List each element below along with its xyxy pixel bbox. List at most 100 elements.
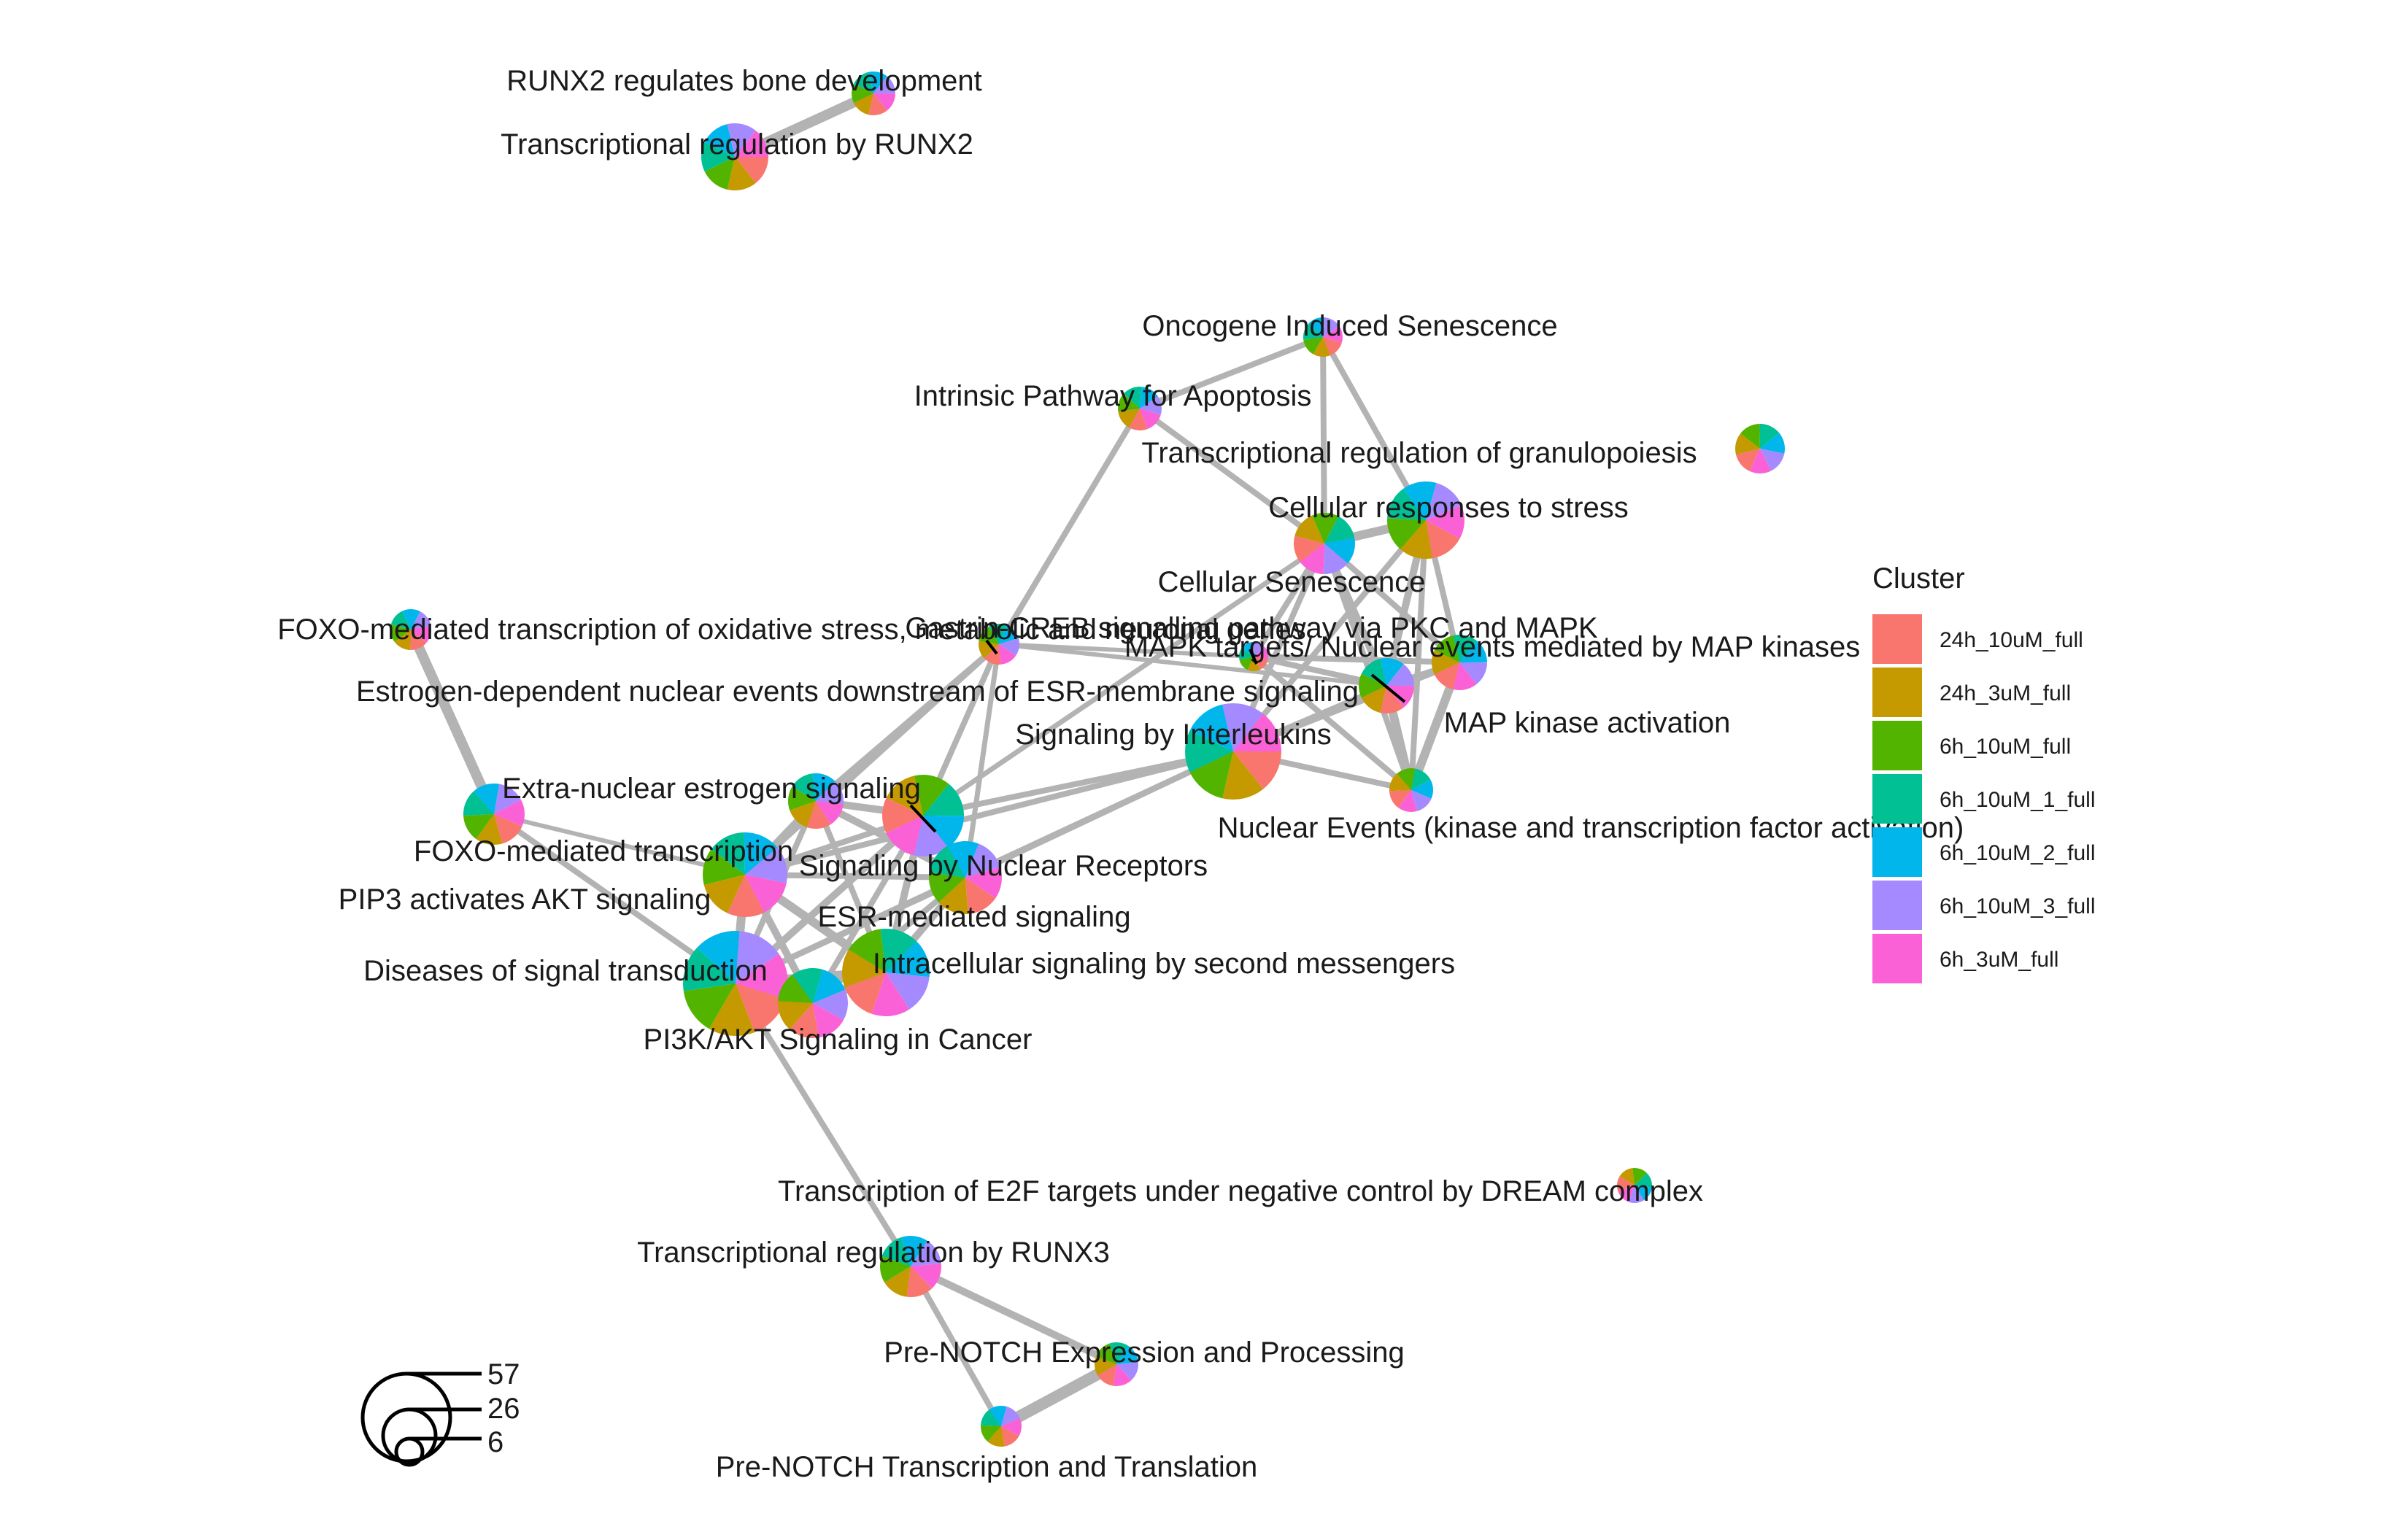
node-intrinsic[interactable] <box>1117 387 1162 430</box>
pie-slice <box>709 983 755 1036</box>
node-esr[interactable] <box>929 841 1002 914</box>
pie-slice <box>1185 730 1233 773</box>
pie-slice <box>881 1237 911 1266</box>
pie-slice <box>1426 520 1460 559</box>
pie-slice <box>1118 409 1140 428</box>
edge-cell_stress-interleukins <box>1230 517 1429 754</box>
pie-slice <box>736 983 786 1033</box>
node-label-intrinsic: Intrinsic Pathway for Apoptosis <box>914 380 1312 412</box>
pie-slice <box>1128 409 1148 430</box>
pie-slice <box>394 630 411 650</box>
edge-creb-map_kin_act <box>997 642 1389 688</box>
pie-slice <box>792 968 823 1003</box>
node-pip3[interactable] <box>703 832 787 917</box>
pie-slice <box>1760 449 1785 471</box>
pie-slice <box>1635 1172 1653 1188</box>
pie-slice <box>1380 686 1404 713</box>
pie-slice <box>1759 424 1780 449</box>
node-notch_tr[interactable] <box>981 1406 1022 1447</box>
node-map_kin_act[interactable] <box>1359 658 1415 713</box>
legend-label: 24h_10uM_full <box>1940 628 2083 652</box>
pie-slice <box>816 781 844 804</box>
pie-slice <box>494 784 521 814</box>
pie-slice <box>979 641 999 658</box>
node-notch_exp[interactable] <box>1094 1342 1138 1386</box>
pie-slice <box>1247 657 1261 671</box>
pie-slice <box>1254 647 1268 659</box>
node-foxo_oxid[interactable] <box>390 609 432 650</box>
pie-slice <box>984 644 1000 665</box>
node-label-pi3k_cancer: PI3K/AKT Signaling in Cancer <box>644 1024 1033 1056</box>
pie-slice <box>886 816 923 856</box>
pie-slice <box>1434 635 1459 662</box>
pie-slice <box>1323 337 1342 356</box>
pie-slice <box>494 814 522 844</box>
node-senescence[interactable] <box>1294 513 1355 574</box>
pie-slice <box>1140 396 1162 415</box>
pie-slice <box>1303 323 1323 341</box>
node-e2f[interactable] <box>1617 1168 1653 1203</box>
legend-swatch <box>1872 881 1922 930</box>
node-cell_stress[interactable] <box>1387 481 1465 559</box>
pie-slice <box>1116 1362 1138 1380</box>
pie-slice <box>1114 1364 1132 1386</box>
pie-slice <box>788 786 816 811</box>
node-label-runx2_tr: Transcriptional regulation by RUNX2 <box>501 128 973 160</box>
pie-slice <box>989 1406 1007 1426</box>
node-creb[interactable] <box>979 624 1019 665</box>
node-runx2_tr[interactable] <box>701 123 768 191</box>
node-nuc_events[interactable] <box>1389 768 1433 812</box>
pie-slice <box>1459 662 1487 684</box>
node-nuc_rec[interactable] <box>882 775 964 856</box>
pie-slice <box>1386 664 1415 686</box>
node-label-nuc_events: Nuclear Events (kinase and transcription… <box>1218 812 1964 844</box>
pie-slice <box>1629 1185 1644 1203</box>
edges-layer <box>406 88 1464 1432</box>
node-estro_dep[interactable] <box>1432 635 1487 691</box>
pie-slice <box>736 931 779 983</box>
pie-slice <box>813 989 848 1021</box>
edge-mapk_targets-estro_dep <box>1251 654 1462 665</box>
node-extra_nuc[interactable] <box>788 773 844 829</box>
pie-slice <box>1389 790 1411 808</box>
pie-slice <box>981 1409 1001 1426</box>
pie-slice <box>704 124 735 157</box>
node-foxo[interactable] <box>463 784 525 845</box>
node-oncogene[interactable] <box>1303 317 1343 357</box>
legend-label: 24h_3uM_full <box>1940 681 2071 705</box>
pie-slice <box>886 972 930 1010</box>
pie-slice <box>880 1256 911 1283</box>
pie-slice <box>1294 515 1324 543</box>
node-label-granulo: Transcriptional regulation of granulopoi… <box>1141 437 1697 469</box>
legend-title: Cluster <box>1872 562 1965 595</box>
edge-cell_stress-nuc_events <box>1408 517 1429 793</box>
pie-slice <box>1189 704 1233 751</box>
edge-foxo_oxid-foxo <box>406 624 499 819</box>
node-granulo[interactable] <box>1735 424 1785 473</box>
pie-slice <box>1253 642 1265 657</box>
pie-slice <box>806 801 831 829</box>
pie-slice <box>1001 1426 1019 1447</box>
node-diseases[interactable] <box>683 931 788 1036</box>
node-label-diseases: Diseases of signal transduction <box>363 955 768 987</box>
node-label-creb: Gastrin-CREB signalling pathway via PKC … <box>905 612 1598 644</box>
pie-slice <box>1619 1168 1635 1185</box>
node-pi3k_cancer[interactable] <box>778 968 848 1039</box>
pie-slice <box>790 1003 819 1039</box>
labels-layer: RUNX2 regulates bone development Transcri… <box>277 65 1964 1483</box>
node-runx3[interactable] <box>880 1236 941 1297</box>
pie-slice <box>727 875 765 917</box>
node-interleukins[interactable] <box>1185 703 1281 800</box>
pie-slice <box>813 969 846 1003</box>
node-second_msg[interactable] <box>842 929 930 1017</box>
pie-slice <box>816 801 844 824</box>
node-runx2_bone[interactable] <box>852 71 895 116</box>
pie-slice <box>790 801 816 827</box>
pie-slice <box>987 1426 1005 1447</box>
pie-slice <box>1400 520 1433 559</box>
pie-slice <box>1618 1185 1635 1202</box>
edge-oncogene-senescence <box>1320 334 1327 546</box>
pie-slice <box>1254 657 1268 670</box>
pie-slice <box>923 816 964 848</box>
pie-slice <box>1617 1176 1635 1192</box>
